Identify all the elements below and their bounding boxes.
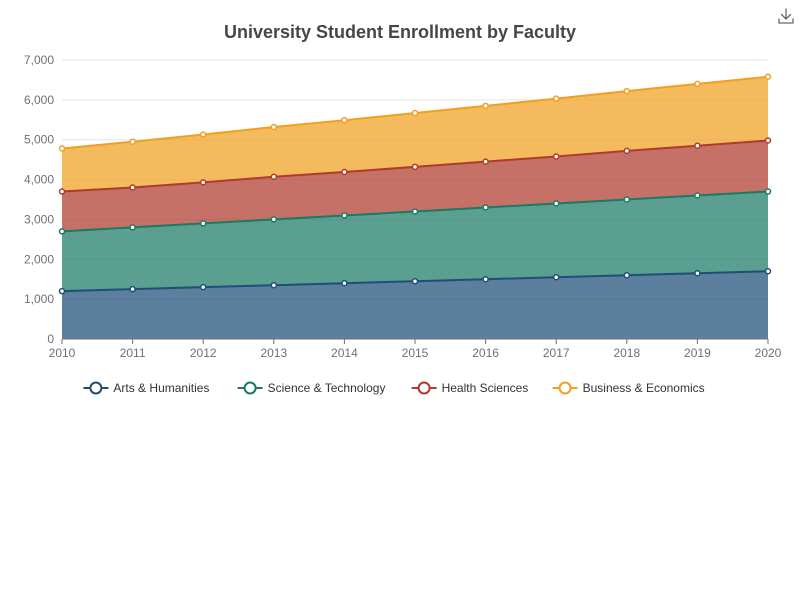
area-arts-humanities [62,271,768,339]
area-science-technology [62,191,768,292]
point-science-technology[interactable] [764,188,772,195]
y-tick-label: 3,000 [24,212,54,226]
point-business-economics[interactable] [129,138,136,145]
y-tick-label: 2,000 [24,252,54,266]
point-arts-humanities[interactable] [129,285,136,293]
point-health-sciences[interactable] [482,158,489,165]
point-science-technology[interactable] [129,224,136,231]
point-arts-humanities[interactable] [552,273,560,281]
x-tick-label: 2017 [543,346,570,360]
legend-item-business-economics[interactable]: Business & Economics [552,381,705,395]
x-tick-label: 2020 [755,346,782,360]
legend-item-health-sciences[interactable]: Health Sciences [411,381,529,395]
point-arts-humanities[interactable] [694,269,701,277]
area-health-sciences [62,140,768,232]
y-tick-label: 6,000 [24,93,54,107]
point-business-economics[interactable] [623,87,631,95]
point-arts-humanities[interactable] [270,281,278,289]
point-business-economics[interactable] [270,123,278,131]
legend-item-arts-humanities[interactable]: Arts & Humanities [83,381,209,395]
legend-label: Science & Technology [268,381,386,395]
legend[interactable]: Arts & Humanities Science & Technology Hea… [83,381,705,395]
download-icon[interactable] [776,6,796,26]
point-health-sciences[interactable] [341,168,348,176]
point-science-technology[interactable] [270,216,278,223]
point-business-economics[interactable] [482,102,489,110]
legend-swatch-marker [243,381,257,395]
x-tick-label: 2019 [684,346,711,360]
point-health-sciences[interactable] [270,173,278,181]
point-health-sciences[interactable] [199,179,207,186]
point-arts-humanities[interactable] [411,277,419,285]
y-tick-label: 5,000 [24,133,54,147]
point-science-technology[interactable] [623,196,631,203]
point-science-technology[interactable] [199,220,207,227]
point-science-technology[interactable] [694,192,701,199]
point-arts-humanities[interactable] [482,275,489,283]
x-tick-label: 2014 [331,346,358,360]
y-tick-label: 7,000 [24,53,54,67]
legend-label: Health Sciences [442,381,529,395]
chart-title: University Student Enrollment by Faculty [224,22,576,42]
area-business-economics [62,76,768,192]
point-health-sciences[interactable] [552,153,560,160]
point-business-economics[interactable] [764,73,772,80]
y-tick-label: 4,000 [24,173,54,187]
point-arts-humanities[interactable] [764,267,772,275]
legend-swatch-marker [558,381,572,395]
x-tick-label: 2010 [49,346,76,360]
legend-swatch-marker [417,381,431,395]
point-business-economics[interactable] [411,109,419,117]
legend-label: Arts & Humanities [113,381,209,395]
point-science-technology[interactable] [341,212,348,219]
area-layer [62,76,768,339]
point-business-economics[interactable] [199,131,207,138]
point-health-sciences[interactable] [764,137,772,144]
point-health-sciences[interactable] [623,147,631,155]
point-health-sciences[interactable] [411,163,419,171]
x-tick-label: 2012 [190,346,217,360]
axes: 0 1,000 2,000 3,000 4,000 5,000 6,000 7,000 2010… [24,53,782,360]
legend-label: Business & Economics [583,381,705,395]
y-tick-label: 1,000 [24,292,54,306]
point-science-technology[interactable] [58,228,66,235]
x-tick-label: 2011 [120,346,146,360]
y-tick-label: 0 [47,332,54,346]
point-health-sciences[interactable] [694,142,701,149]
point-science-technology[interactable] [411,208,419,215]
point-health-sciences[interactable] [58,188,66,195]
point-arts-humanities[interactable] [623,271,631,279]
point-health-sciences[interactable] [129,184,136,191]
legend-item-science-technology[interactable]: Science & Technology [237,381,386,395]
point-business-economics[interactable] [694,80,701,88]
point-arts-humanities[interactable] [199,283,207,291]
legend-swatch-marker [89,381,103,395]
point-business-economics[interactable] [552,95,560,102]
x-tick-label: 2016 [472,346,499,360]
point-business-economics[interactable] [341,116,348,124]
point-business-economics[interactable] [58,145,66,152]
point-layer [58,73,772,295]
point-arts-humanities[interactable] [341,279,348,287]
point-arts-humanities[interactable] [58,287,66,295]
x-tick-label: 2015 [402,346,429,360]
point-science-technology[interactable] [552,200,560,207]
x-tick-label: 2013 [260,346,287,360]
x-tick-label: 2018 [613,346,640,360]
point-science-technology[interactable] [482,204,489,211]
